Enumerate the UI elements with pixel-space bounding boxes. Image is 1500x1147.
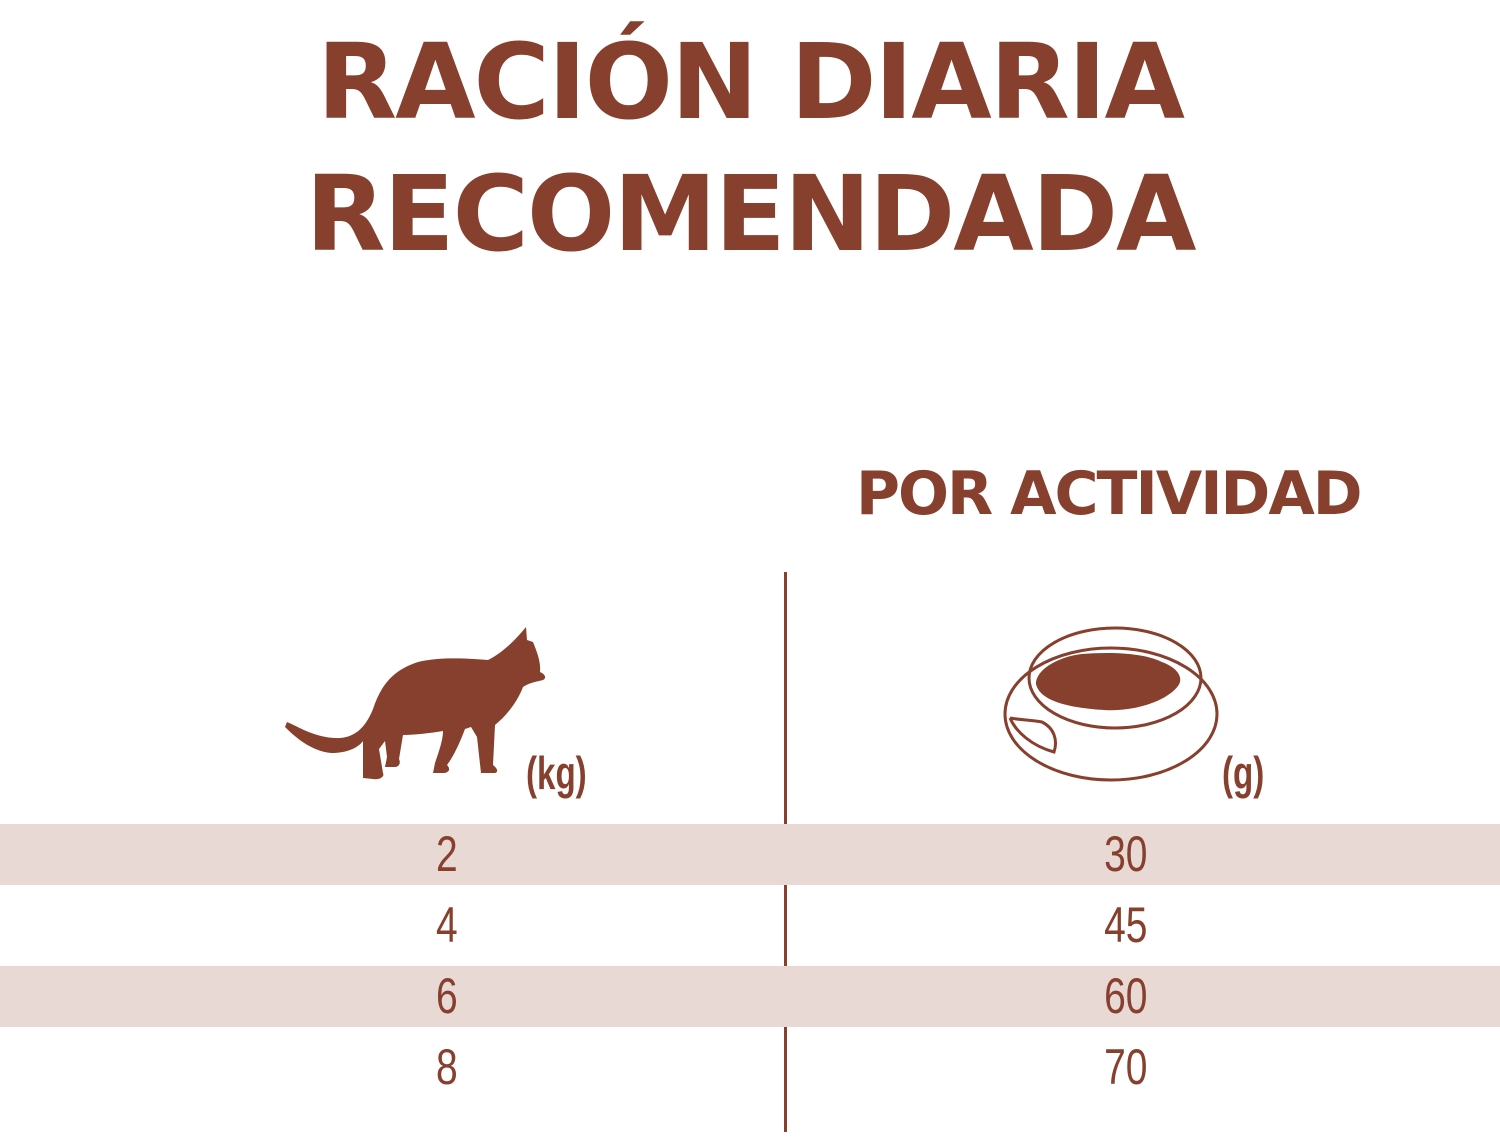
grams-cell: 45 <box>1104 897 1148 953</box>
grams-cell: 30 <box>1104 826 1148 882</box>
table-row: 8 70 <box>0 1037 1500 1098</box>
weight-cell: 4 <box>436 897 458 953</box>
table-row: 6 60 <box>0 966 1500 1027</box>
title-line-1: RACIÓN DIARIA <box>316 21 1185 143</box>
weight-cell: 6 <box>436 968 458 1024</box>
weight-unit-label: (kg) <box>526 747 587 799</box>
weight-cell: 2 <box>436 826 458 882</box>
title-line-2: RECOMENDADA <box>305 153 1196 275</box>
table-row: 2 30 <box>0 824 1500 885</box>
cat-icon <box>285 627 546 780</box>
portion-unit-label: (g) <box>1222 747 1265 799</box>
weight-cell: 8 <box>436 1039 458 1095</box>
grams-cell: 60 <box>1104 968 1148 1024</box>
grams-cell: 70 <box>1104 1039 1148 1095</box>
ration-table: 2 30 4 45 6 60 8 70 <box>0 824 1500 1108</box>
activity-heading: POR ACTIVIDAD <box>856 459 1363 529</box>
table-row: 4 45 <box>0 895 1500 956</box>
food-bowl-icon <box>1003 626 1219 782</box>
